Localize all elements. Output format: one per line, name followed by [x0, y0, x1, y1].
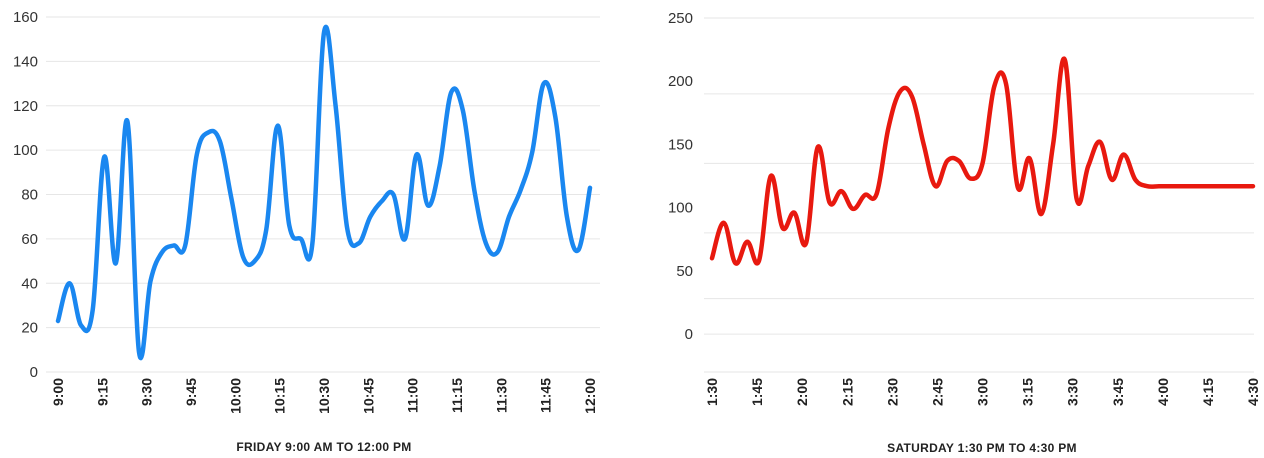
friday-y-tick-label: 120: [13, 98, 38, 115]
friday-x-tick-label: 9:30: [139, 378, 155, 406]
friday-series-line: [55, 24, 593, 361]
friday-chart: 0 20 40 60 80 100 120 140 160 9:00 9:15 9:30 9:45 10:…: [13, 9, 600, 454]
friday-x-tick-label: 11:00: [405, 378, 421, 413]
saturday-series-line: [709, 56, 1256, 266]
friday-y-tick-label: 40: [21, 275, 38, 292]
friday-x-tick-label: 10:30: [316, 378, 332, 414]
friday-y-tick-label: 0: [30, 364, 38, 381]
saturday-x-tick-label: 3:45: [1110, 378, 1126, 406]
friday-x-tick-label: 11:30: [493, 378, 509, 413]
saturday-x-tick-label: 3:15: [1020, 378, 1036, 406]
saturday-x-tick-label: 2:30: [884, 378, 900, 406]
saturday-x-tick-label: 1:45: [749, 378, 765, 406]
saturday-caption: SATURDAY 1:30 PM TO 4:30 PM: [887, 441, 1077, 455]
saturday-y-tick-label: 50: [676, 263, 693, 280]
saturday-y-tick-label: 200: [668, 73, 693, 90]
saturday-y-tick-label: 0: [685, 326, 693, 343]
friday-y-tick-label: 100: [13, 142, 38, 159]
saturday-x-tick-label: 3:30: [1065, 378, 1081, 406]
saturday-chart: 0 50 100 150 200 250 1:30 1:45 2:00 2:15 2:30 2:45 3…: [668, 10, 1261, 455]
friday-x-tick-label: 9:15: [94, 378, 110, 406]
friday-x-tick-label: 9:00: [50, 378, 66, 406]
saturday-x-tick-label: 3:00: [975, 378, 991, 406]
saturday-x-tick-label: 2:45: [929, 378, 945, 406]
saturday-x-tick-label: 1:30: [704, 378, 720, 406]
friday-y-tick-label: 60: [21, 231, 38, 248]
saturday-y-tick-label: 250: [668, 10, 693, 27]
friday-y-tick-label: 160: [13, 9, 38, 26]
saturday-x-tick-label: 2:15: [839, 378, 855, 406]
friday-y-tick-label: 20: [21, 320, 38, 337]
saturday-x-tick-label: 2:00: [794, 378, 810, 406]
friday-x-tick-label: 12:00: [582, 378, 598, 414]
friday-y-tick-label: 140: [13, 53, 38, 70]
friday-x-tick-label: 10:15: [272, 378, 288, 414]
saturday-x-tick-label: 4:00: [1155, 378, 1171, 406]
friday-x-tick-label: 11:15: [449, 378, 465, 413]
saturday-y-tick-label: 150: [668, 136, 693, 153]
saturday-y-tick-label: 100: [668, 200, 693, 217]
friday-x-tick-label: 11:45: [538, 378, 554, 413]
friday-x-tick-label: 9:45: [183, 378, 199, 406]
friday-caption: FRIDAY 9:00 AM TO 12:00 PM: [236, 440, 411, 454]
friday-x-tick-label: 10:45: [360, 378, 376, 414]
friday-y-tick-label: 80: [21, 187, 38, 204]
friday-x-tick-label: 10:00: [227, 378, 243, 414]
saturday-x-tick-label: 4:15: [1200, 378, 1216, 406]
saturday-x-tick-label: 4:30: [1245, 378, 1261, 406]
